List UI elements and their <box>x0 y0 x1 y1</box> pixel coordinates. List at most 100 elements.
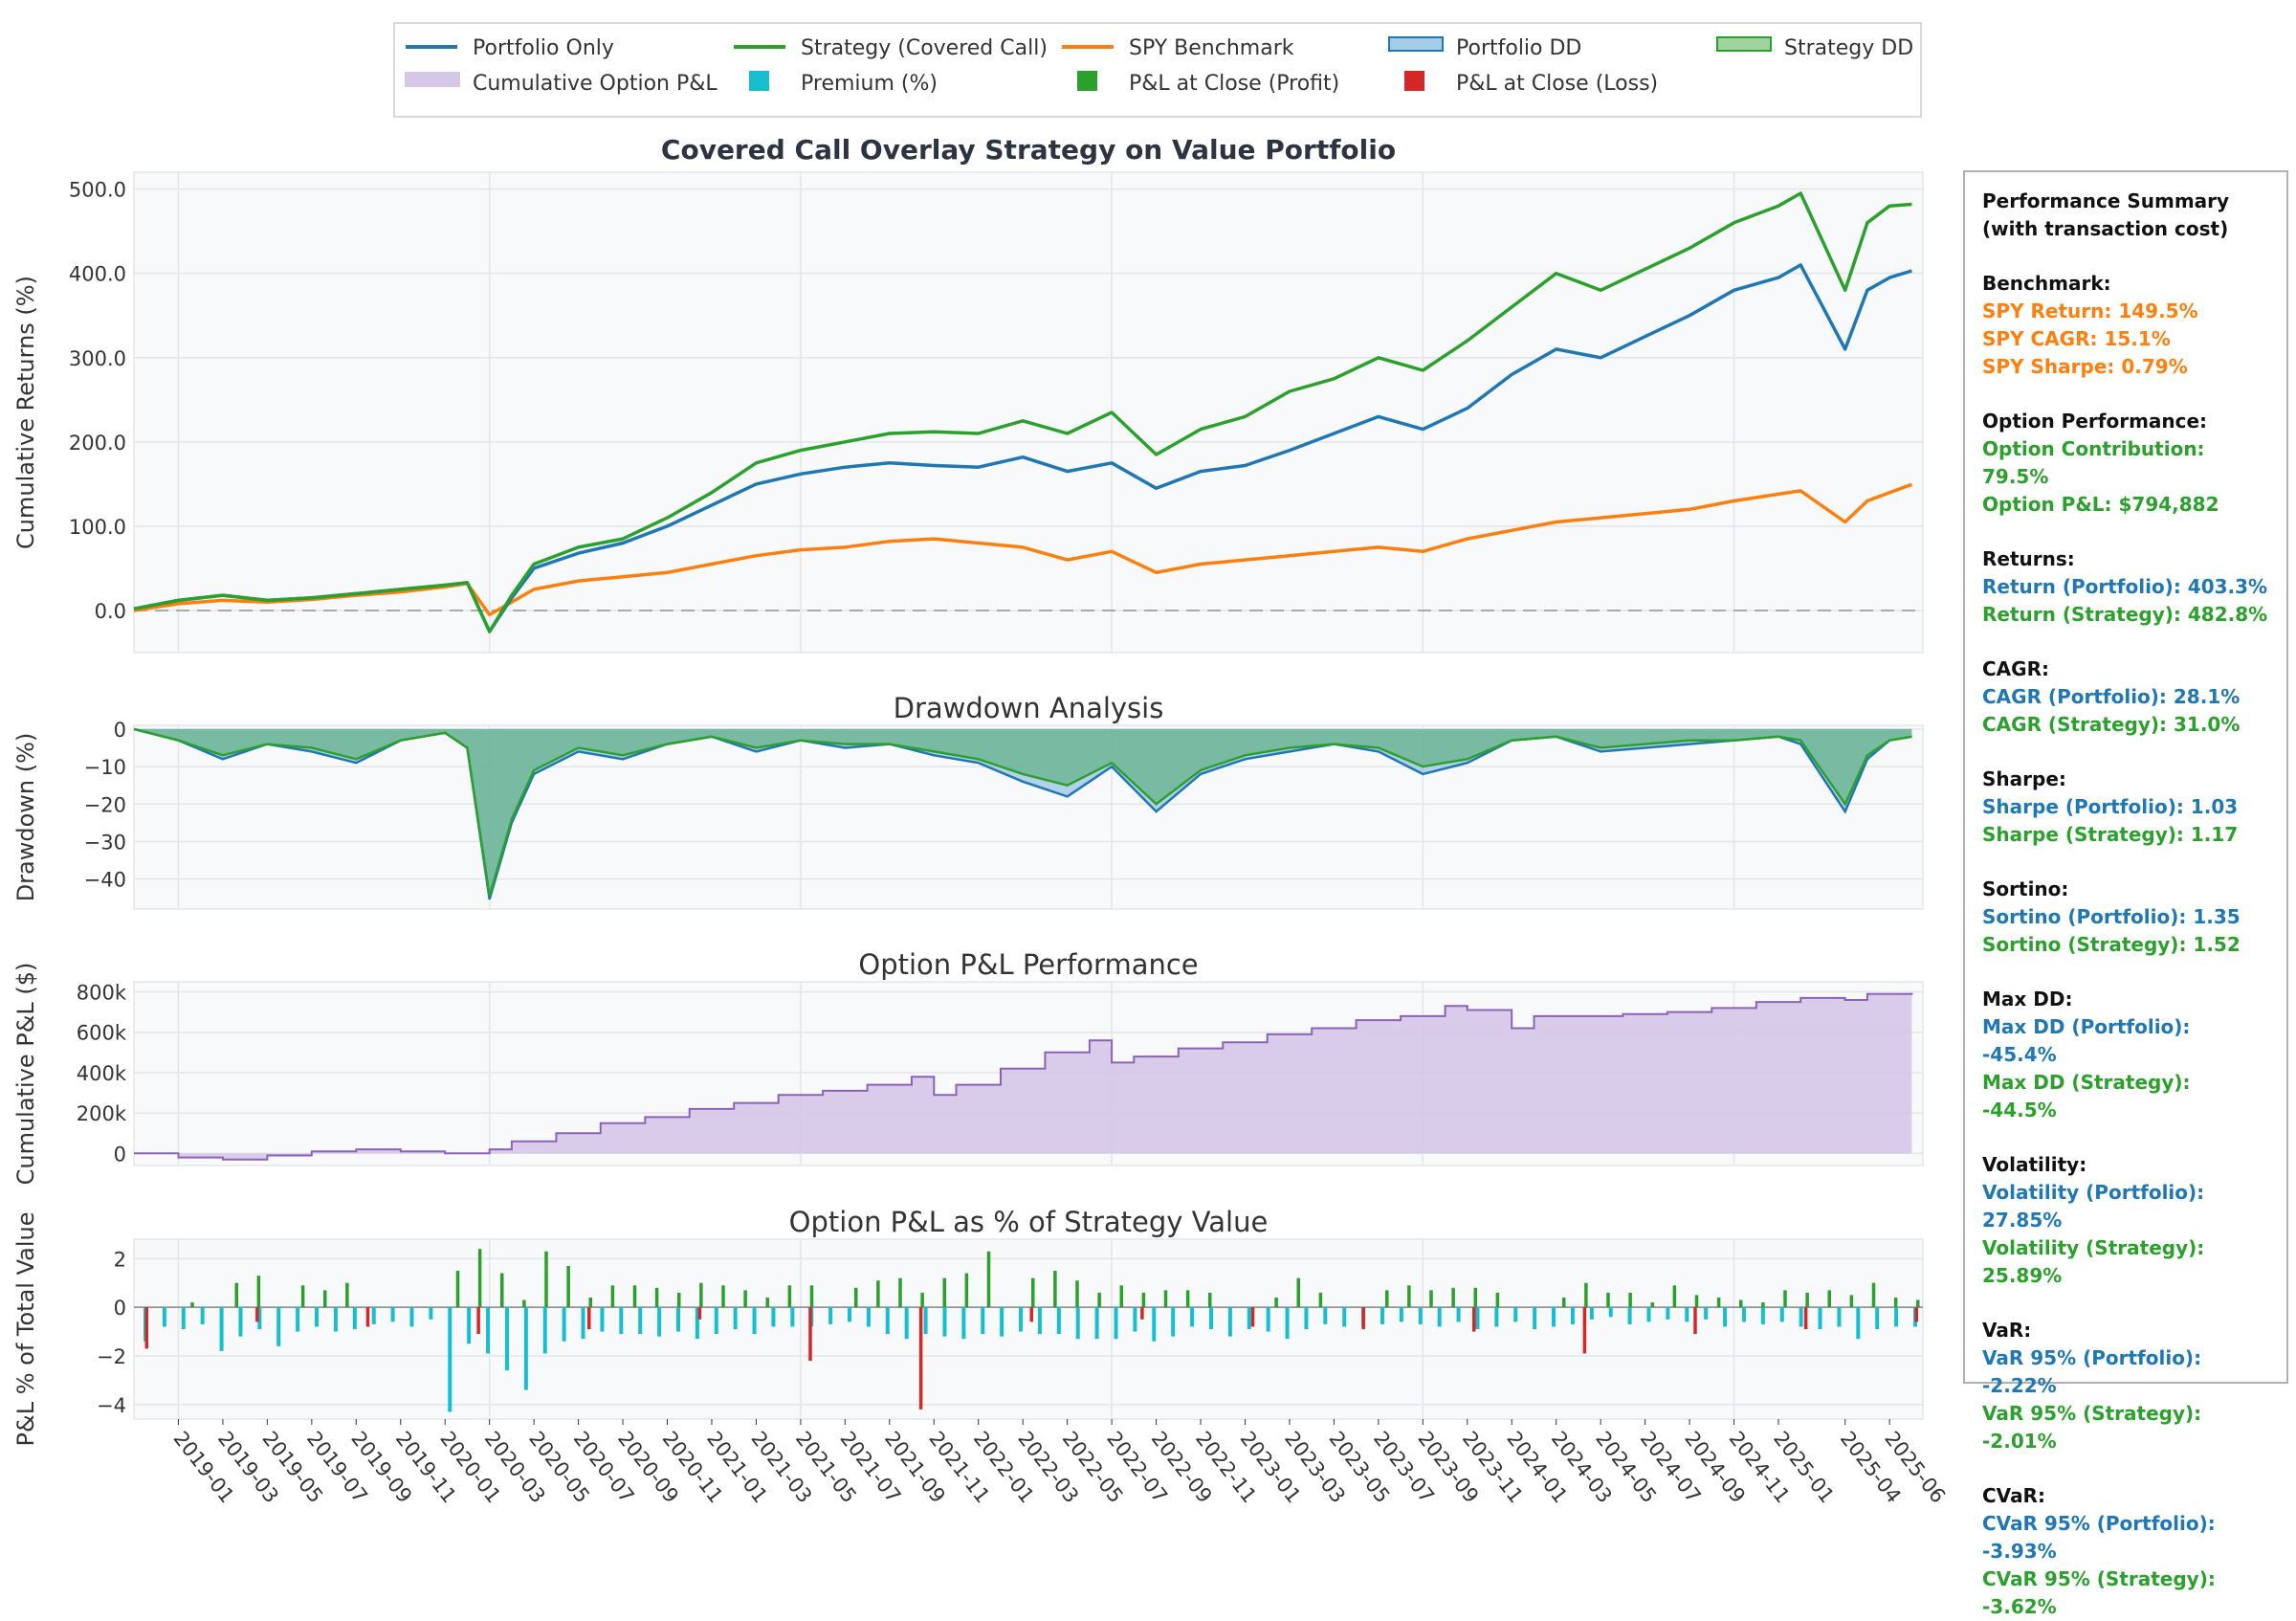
summary-metric: Option P&L: $794,882 <box>1982 493 2219 516</box>
plot-area <box>133 171 1924 654</box>
bar-premium- <box>942 1307 947 1337</box>
bar-p-l-at-close-loss- <box>1140 1307 1144 1320</box>
plot-area <box>133 1238 1924 1420</box>
bar-p-l-at-close-profit- <box>677 1292 681 1308</box>
bar-premium- <box>1837 1307 1842 1327</box>
bar-premium- <box>638 1307 643 1335</box>
bar-p-l-at-close-profit- <box>566 1265 570 1308</box>
bar-premium- <box>828 1307 833 1324</box>
bar-premium- <box>1152 1307 1157 1342</box>
y-tick-label: 0 <box>114 719 126 742</box>
bar-premium- <box>1875 1307 1880 1329</box>
bar-p-l-at-close-profit- <box>1716 1297 1721 1308</box>
bar-p-l-at-close-profit- <box>1761 1302 1765 1308</box>
bar-p-l-at-close-profit- <box>1694 1295 1699 1308</box>
bar-p-l-at-close-profit- <box>544 1251 548 1308</box>
cumulative-pnl-area <box>134 992 1912 1160</box>
bar-p-l-at-close-profit- <box>1119 1285 1123 1308</box>
bar-premium- <box>409 1307 414 1327</box>
summary-section-heading: Max DD: <box>1982 988 2073 1010</box>
bar-premium- <box>1646 1307 1651 1322</box>
bar-premium- <box>504 1307 509 1371</box>
summary-section-heading: VaR: <box>1982 1319 2032 1342</box>
summary-metric: SPY Return: 149.5% <box>1982 300 2198 322</box>
bar-p-l-at-close-profit- <box>1053 1271 1057 1308</box>
bar-p-l-at-close-profit- <box>1097 1292 1101 1308</box>
summary-section-heading: Returns: <box>1982 547 2075 570</box>
bar-p-l-at-close-profit- <box>610 1285 615 1308</box>
y-tick-label: 600k <box>77 1022 127 1045</box>
bar-premium- <box>1094 1307 1099 1340</box>
panel-title: Drawdown Analysis <box>894 692 1164 724</box>
bar-p-l-at-close-profit- <box>256 1276 261 1308</box>
series-line-strategy-covered-call- <box>133 191 1912 633</box>
summary-metric: CVaR 95% (Portfolio): -3.93% <box>1982 1512 2216 1563</box>
bar-p-l-at-close-profit- <box>809 1285 814 1308</box>
y-tick-label: 0 <box>114 1297 126 1320</box>
summary-metric: SPY Sharpe: 0.79% <box>1982 355 2188 378</box>
bar-p-l-at-close-profit- <box>1495 1292 1500 1308</box>
bar-premium- <box>1285 1307 1290 1340</box>
y-tick-label: −2 <box>97 1345 126 1368</box>
summary-section: Sharpe: Sharpe (Portfolio): 1.03 Sharpe (S… <box>1982 766 2269 849</box>
bar-premium- <box>1608 1307 1613 1318</box>
bar-p-l-at-close-profit- <box>1296 1277 1300 1308</box>
performance-summary: Performance Summary (with transaction co… <box>1963 170 2288 1618</box>
bar-p-l-at-close-profit- <box>1739 1299 1743 1308</box>
bar-p-l-at-close-profit- <box>1562 1297 1566 1308</box>
legend-label: Portfolio DD <box>1456 36 1581 60</box>
summary-metric: Sortino (Strategy): 1.52 <box>1982 933 2241 956</box>
bar-p-l-at-close-profit- <box>1031 1277 1035 1308</box>
bar-p-l-at-close-profit- <box>721 1285 725 1308</box>
panel-title: Covered Call Overlay Strategy on Value P… <box>661 134 1396 166</box>
bar-p-l-at-close-profit- <box>1650 1302 1654 1308</box>
bar-premium- <box>1513 1307 1518 1322</box>
summary-section: Returns: Return (Portfolio): 403.3% Return… <box>1982 545 2269 629</box>
bar-p-l-at-close-loss- <box>918 1307 923 1410</box>
bar-premium- <box>1342 1307 1347 1327</box>
summary-section: Benchmark: SPY Return: 149.5% SPY CAGR: 15… <box>1982 270 2269 381</box>
summary-metric: Sortino (Portfolio): 1.35 <box>1982 905 2241 928</box>
bar-premium- <box>581 1307 585 1340</box>
y-tick-label: 200k <box>77 1102 127 1125</box>
y-tick-label: −30 <box>84 831 126 854</box>
bar-p-l-at-close-profit- <box>1163 1290 1168 1308</box>
bar-premium- <box>600 1307 605 1332</box>
bar-p-l-at-close-profit- <box>1451 1287 1455 1308</box>
bar-p-l-at-close-profit- <box>920 1292 924 1308</box>
y-tick-label: −10 <box>84 756 126 779</box>
summary-metric: Max DD (Portfolio): -45.4% <box>1982 1015 2191 1066</box>
y-axis-label: P&L % of Total Value <box>12 1212 39 1447</box>
bar-premium- <box>1456 1307 1461 1322</box>
bar-p-l-at-close-profit- <box>1208 1292 1212 1308</box>
summary-metric: Sharpe (Portfolio): 1.03 <box>1982 795 2239 818</box>
legend-label: Strategy (Covered Call) <box>801 36 1048 60</box>
bar-premium- <box>1533 1307 1537 1329</box>
bar-premium- <box>1494 1307 1499 1327</box>
bar-premium- <box>162 1307 166 1327</box>
bar-premium- <box>371 1307 376 1324</box>
bar-premium- <box>1589 1307 1594 1320</box>
y-tick-label: −20 <box>84 793 126 816</box>
bar-premium- <box>467 1307 472 1344</box>
bar-p-l-at-close-profit- <box>1827 1290 1831 1308</box>
bar-p-l-at-close-loss- <box>1250 1307 1255 1327</box>
legend-label: Portfolio Only <box>473 36 614 60</box>
legend-box <box>393 22 1922 118</box>
bar-premium- <box>1399 1307 1403 1322</box>
summary-section: Sortino: Sortino (Portfolio): 1.35 Sortino… <box>1982 876 2269 959</box>
bar-premium- <box>352 1307 357 1329</box>
bar-premium- <box>1075 1307 1080 1340</box>
bar-premium- <box>1894 1307 1899 1327</box>
bar-p-l-at-close-loss- <box>1914 1307 1918 1322</box>
summary-metric: VaR 95% (Strategy): -2.01% <box>1982 1402 2202 1453</box>
summary-metric: Volatility (Strategy): 25.89% <box>1982 1236 2205 1287</box>
bar-p-l-at-close-profit- <box>477 1249 482 1308</box>
legend: Portfolio Only Strategy (Covered Call) SPY… <box>393 22 1922 118</box>
summary-metric: SPY CAGR: 15.1% <box>1982 327 2171 350</box>
bar-premium- <box>390 1307 395 1322</box>
bar-p-l-at-close-profit- <box>1606 1292 1610 1308</box>
bar-premium- <box>695 1307 699 1340</box>
bar-premium- <box>1704 1307 1709 1320</box>
bar-p-l-at-close-profit- <box>854 1287 858 1308</box>
